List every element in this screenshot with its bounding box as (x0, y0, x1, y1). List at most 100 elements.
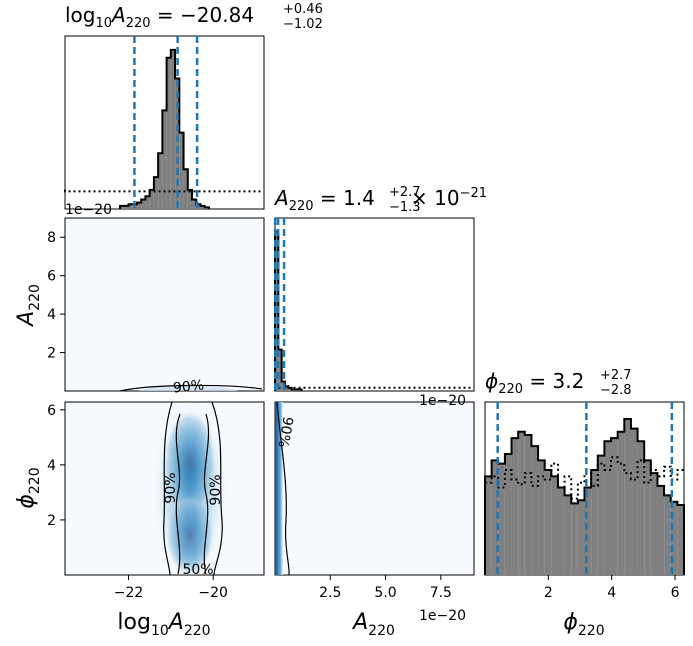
prior-outline (64, 189, 263, 193)
contour-label-90-left: 90% (163, 472, 179, 503)
hist-outline (119, 48, 210, 209)
hist-bar (670, 501, 678, 575)
hist-bar (162, 110, 167, 209)
hist-bar (158, 153, 163, 209)
hist-bar (179, 132, 184, 209)
x-A-tick-label: 2.5 (319, 585, 341, 601)
hist-bar (557, 487, 565, 575)
contour-90-lc (276, 402, 290, 575)
title-phi-up: +2.7 (600, 368, 632, 383)
offset-text-A-xaxis: 1e−20 (419, 608, 466, 624)
offset-text-A-hist: 1e−20 (419, 393, 466, 409)
hist-bar (644, 460, 651, 575)
title-A: A220 = 1.4 (273, 186, 375, 214)
hist-bar (141, 199, 146, 209)
hist-outline (484, 418, 685, 575)
hist-bar (166, 57, 171, 209)
hist-bar (518, 431, 525, 575)
hist-bar (175, 78, 180, 209)
hist-bar (584, 487, 592, 575)
hist-bar (591, 469, 598, 575)
x-phi-tick-label: 6 (671, 585, 680, 601)
hist-bar (485, 476, 492, 575)
hist-bar (192, 199, 197, 209)
xlabel-phi: ϕ220 (563, 610, 604, 639)
y-phi-tick-label: 4 (47, 458, 56, 474)
hist-bar (617, 431, 625, 575)
y-A-tick-label: 6 (47, 269, 56, 285)
y-A-tick-label: 8 (47, 230, 56, 246)
hist-bar (531, 446, 539, 575)
hist-bar (498, 463, 505, 575)
hist-bar (577, 500, 585, 575)
xlabel-logA: log10A220 (117, 610, 210, 639)
joint-logA-A-density (119, 384, 263, 391)
x-logA-tick-label: −22 (114, 585, 144, 601)
ylabel-A: A220 (14, 284, 43, 328)
hist-bar (120, 205, 125, 209)
contour-label-90-right: 90% (208, 474, 224, 505)
contour-label-90-lc: 90% (274, 415, 295, 448)
hist-bar (187, 189, 193, 209)
hist-bar (624, 419, 631, 575)
offset-text-logA: 1e−20 (65, 202, 112, 218)
title-logA-lo: −1.02 (283, 17, 323, 32)
hist-bar (551, 476, 558, 575)
hist-bar (153, 177, 159, 209)
title-logA: log10A220 = −20.84 (65, 3, 254, 31)
hist-bar (278, 349, 282, 391)
hist-bar (196, 204, 201, 209)
hist-bar (128, 204, 133, 209)
x-phi-tick-label: 2 (544, 585, 553, 601)
hist-bar (524, 434, 532, 575)
x-A-tick-label: 7.5 (430, 585, 452, 601)
title-phi-lo: −2.8 (600, 383, 632, 398)
contour-50 (175, 413, 210, 575)
hist-bar (288, 387, 292, 391)
hist-bar (664, 495, 671, 575)
contour-label-50: 50% (182, 562, 213, 578)
title-phi: ϕ220 = 3.2 (485, 369, 584, 397)
joint-A-phi-density (275, 402, 290, 575)
hist-bar (284, 386, 289, 391)
prior-outline (274, 386, 473, 389)
hist-bar (136, 202, 142, 209)
axis-ticks: −22 −20 2.5 5.0 7.5 2 4 6 2 4 6 2 4 6 8 (47, 230, 679, 601)
hist-bar (200, 205, 205, 209)
title-A-lo: −1.3 (389, 200, 421, 215)
ylabel-phi: ϕ220 (14, 467, 43, 508)
hist-bar (149, 189, 154, 209)
hist-bar (183, 169, 188, 209)
panel-joint-A-phi (274, 401, 475, 576)
hist-bar (504, 454, 512, 575)
hist-bar (677, 504, 684, 575)
hist-bar (571, 503, 578, 575)
x-A-tick-label: 5.0 (374, 585, 396, 601)
hist-bar (275, 231, 279, 391)
y-phi-tick-label: 6 (47, 403, 56, 419)
hist-bar (491, 460, 499, 575)
hist-bar (538, 460, 545, 575)
contour-90 (163, 402, 223, 575)
y-phi-tick-label: 2 (47, 513, 56, 529)
contour-90-ml (119, 384, 263, 391)
hist-bar (650, 473, 658, 575)
hist-logA-bars (64, 36, 263, 210)
hist-bar (145, 196, 150, 209)
hist-bar (630, 428, 638, 575)
density-halo (150, 402, 230, 575)
hist-phi-bars (484, 402, 685, 575)
title-A-tail: × 10−21 (411, 186, 487, 210)
panel-hist-A (274, 217, 475, 392)
joint-logA-phi-density (150, 402, 230, 575)
hist-bar (544, 469, 552, 575)
hist-bar (170, 49, 176, 210)
x-logA-tick-label: −20 (198, 585, 228, 601)
contour-label-90-ml: 90% (172, 377, 205, 396)
panel-joint-logA-A (64, 217, 265, 392)
prior-outline (485, 456, 684, 500)
y-A-tick-label: 4 (47, 307, 56, 323)
title-A-up: +2.7 (389, 185, 421, 200)
x-phi-tick-label: 4 (607, 585, 616, 601)
